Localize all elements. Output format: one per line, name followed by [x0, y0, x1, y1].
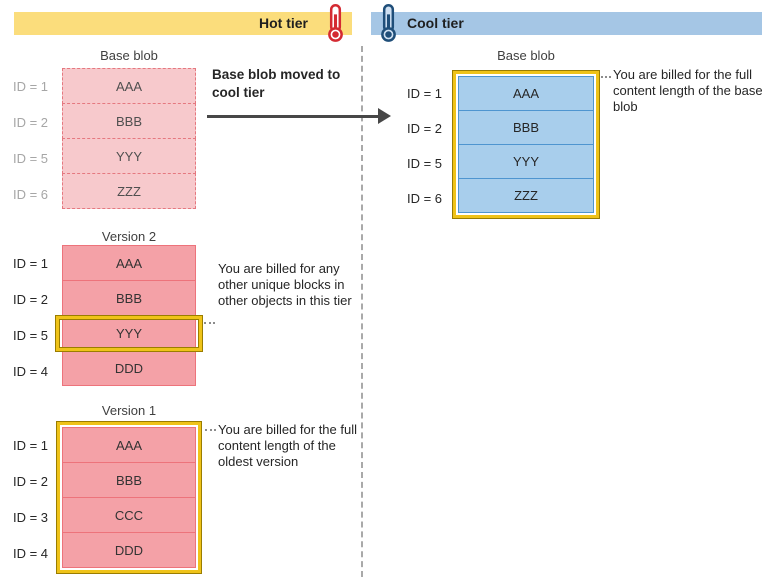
block-id-label: ID = 1 — [12, 437, 48, 453]
cool-tier-label: Cool tier — [407, 15, 464, 31]
block-cell: BBB — [62, 103, 196, 139]
cool-base-blob-dotted-connector — [601, 76, 611, 78]
block-id-label: ID = 2 — [406, 121, 442, 136]
hot-tier-bar: Hot tier — [14, 4, 352, 42]
version1-gold-frame: AAA BBB CCC DDD — [56, 421, 202, 574]
arrow-label: Base blob moved to cool tier — [212, 67, 341, 100]
block-id-label: ID = 1 — [12, 78, 48, 94]
block-id-label: ID = 6 — [12, 186, 48, 202]
version2-title: Version 2 — [101, 229, 157, 244]
block-cell: DDD — [62, 350, 196, 386]
block-cell: AAA — [62, 245, 196, 281]
hot-base-blob-table: AAA BBB YYY ZZZ — [62, 68, 196, 209]
version2-annotation: You are billed for any other unique bloc… — [218, 261, 352, 308]
block-id-label: ID = 1 — [12, 255, 48, 271]
block-cell: CCC — [62, 497, 196, 533]
version1-id-column: ID = 1 ID = 2 ID = 3 ID = 4 — [4, 427, 48, 571]
cool-tier-bar: Cool tier — [371, 4, 762, 42]
version2-table: AAA BBB YYY DDD — [62, 245, 196, 386]
block-cell: BBB — [458, 110, 594, 145]
block-cell: BBB — [62, 280, 196, 316]
version1-table: AAA BBB CCC DDD — [62, 427, 196, 568]
block-cell: ZZZ — [62, 173, 196, 209]
block-id-label: ID = 5 — [406, 156, 442, 171]
block-cell: AAA — [62, 427, 196, 463]
move-arrow-head — [378, 108, 391, 124]
cool-base-blob-table: AAA BBB YYY ZZZ — [458, 76, 594, 213]
hot-tier-label: Hot tier — [259, 15, 308, 31]
cool-thermometer-icon — [381, 4, 396, 42]
hot-base-blob-id-column: ID = 1 ID = 2 ID = 5 ID = 6 — [4, 68, 48, 212]
hot-base-blob-title: Base blob — [100, 48, 158, 63]
block-cell: ZZZ — [458, 178, 594, 213]
block-id-label: ID = 3 — [12, 509, 48, 525]
version1-dotted-connector — [205, 429, 216, 431]
block-cell: DDD — [62, 532, 196, 568]
block-cell: AAA — [458, 76, 594, 111]
move-arrow-line — [207, 115, 379, 118]
cool-base-blob-annotation: You are billed for the full content leng… — [613, 67, 762, 114]
block-cell: BBB — [62, 462, 196, 498]
block-cell: YYY — [62, 138, 196, 174]
tier-separator-line — [361, 46, 363, 577]
block-id-label: ID = 2 — [12, 291, 48, 307]
version2-dotted-connector — [204, 322, 215, 324]
version1-title: Version 1 — [101, 403, 157, 418]
version2-id-column: ID = 1 ID = 2 ID = 5 ID = 4 — [4, 245, 48, 389]
hot-thermometer-icon — [328, 4, 343, 42]
block-id-label: ID = 5 — [12, 150, 48, 166]
block-id-label: ID = 2 — [12, 114, 48, 130]
block-id-label: ID = 4 — [12, 545, 48, 561]
block-id-label: ID = 4 — [12, 363, 48, 379]
block-id-label: ID = 6 — [406, 191, 442, 206]
block-id-label: ID = 1 — [406, 86, 442, 101]
block-id-label: ID = 2 — [12, 473, 48, 489]
version1-annotation: You are billed for the full content leng… — [218, 422, 358, 469]
cool-base-blob-gold-frame: AAA BBB YYY ZZZ — [452, 70, 600, 219]
block-id-label: ID = 5 — [12, 327, 48, 343]
cool-base-blob-title: Base blob — [497, 48, 555, 63]
block-cell: AAA — [62, 68, 196, 104]
cool-base-blob-id-column: ID = 1 ID = 2 ID = 5 ID = 6 — [398, 76, 442, 216]
block-cell: YYY — [62, 315, 196, 351]
block-cell: YYY — [458, 144, 594, 179]
